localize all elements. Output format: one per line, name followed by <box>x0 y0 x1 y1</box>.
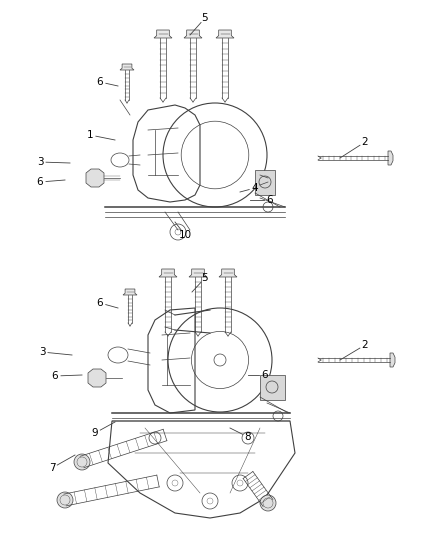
Circle shape <box>260 495 276 511</box>
Polygon shape <box>388 151 393 165</box>
Text: 6: 6 <box>52 371 58 381</box>
Text: 3: 3 <box>39 347 45 357</box>
Text: 2: 2 <box>362 340 368 350</box>
Polygon shape <box>120 64 134 70</box>
Text: 5: 5 <box>201 13 208 23</box>
Polygon shape <box>189 269 207 277</box>
Text: 6: 6 <box>267 195 273 205</box>
Polygon shape <box>154 30 172 38</box>
Text: 6: 6 <box>97 298 103 308</box>
Text: 2: 2 <box>362 137 368 147</box>
Text: 3: 3 <box>37 157 43 167</box>
Polygon shape <box>159 269 177 277</box>
Polygon shape <box>260 375 285 400</box>
Text: 9: 9 <box>92 428 98 438</box>
Polygon shape <box>390 353 395 367</box>
Circle shape <box>57 492 73 508</box>
Text: 4: 4 <box>252 183 258 193</box>
Polygon shape <box>88 369 106 387</box>
Polygon shape <box>219 269 237 277</box>
Text: 6: 6 <box>37 177 43 187</box>
Text: 1: 1 <box>87 130 93 140</box>
Polygon shape <box>123 289 137 295</box>
Polygon shape <box>255 170 275 195</box>
Polygon shape <box>86 169 104 187</box>
Text: 6: 6 <box>261 370 268 380</box>
Text: 7: 7 <box>49 463 55 473</box>
Text: 8: 8 <box>245 432 251 442</box>
Text: 6: 6 <box>97 77 103 87</box>
Text: 10: 10 <box>178 230 191 240</box>
Polygon shape <box>184 30 202 38</box>
Circle shape <box>74 454 90 470</box>
Polygon shape <box>216 30 234 38</box>
Text: 5: 5 <box>201 273 208 283</box>
